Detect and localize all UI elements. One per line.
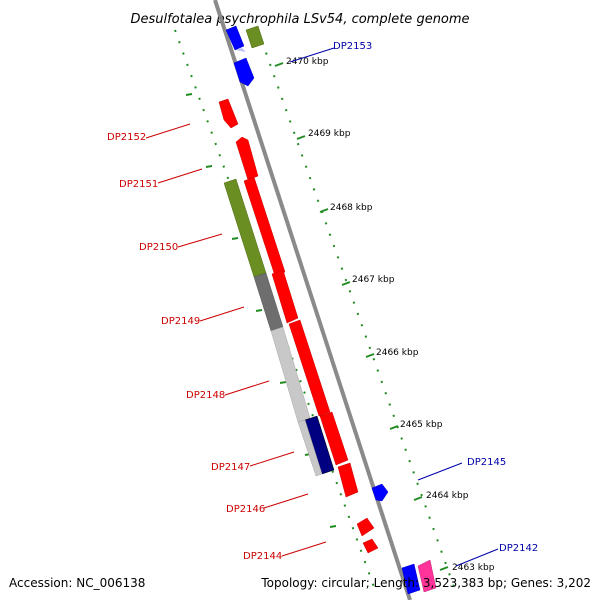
gene-block-dp2152[interactable]	[218, 98, 239, 129]
gene-label-dp2149[interactable]: DP2149	[161, 316, 200, 327]
tick-label: 2468 kbp	[330, 203, 373, 213]
tick-label: 2463 kbp	[452, 563, 495, 573]
gene-block-dp2148[interactable]	[270, 326, 311, 423]
kbp-ticks	[185, 62, 449, 571]
tick-mark	[439, 566, 449, 571]
gene-block-dp2146-b[interactable]	[337, 462, 359, 498]
gene-block-olive-top[interactable]	[245, 25, 265, 49]
leader-line-dp2149	[199, 306, 245, 322]
gene-block-dp2147-pad	[297, 419, 323, 477]
tick-label: 2465 kbp	[400, 420, 443, 430]
tick-mark	[231, 237, 239, 240]
leader-line-dp2145	[417, 462, 463, 481]
gene-block-pink[interactable]	[417, 559, 437, 593]
gene-block-red[interactable]	[243, 176, 286, 277]
tick-label: 2467 kbp	[352, 275, 395, 285]
gene-shadow	[236, 48, 246, 52]
tick-mark	[274, 62, 284, 67]
gene-label-dp2152[interactable]: DP2152	[107, 132, 146, 143]
gene-block-blue-upper[interactable]	[233, 57, 255, 87]
gene-label-dp2145[interactable]: DP2145	[467, 457, 506, 468]
gene-label-dp2147[interactable]: DP2147	[211, 462, 250, 473]
gene-label-dp2146[interactable]: DP2146	[226, 504, 265, 515]
gene-block-dp2145[interactable]	[371, 483, 389, 502]
leader-line-dp2150	[177, 233, 223, 248]
leader-line-dp2151	[157, 168, 203, 184]
gene-block-dp2144-b[interactable]	[362, 538, 379, 554]
map-title: Desulfotalea psychrophila LSv54, complet…	[130, 12, 469, 27]
leader-line-dp2147	[249, 451, 295, 467]
tick-label: 2470 kbp	[286, 57, 329, 67]
leader-lines	[145, 47, 499, 567]
tick-mark	[185, 93, 193, 96]
tick-mark	[279, 381, 287, 384]
gene-label-dp2153[interactable]: DP2153	[333, 41, 372, 52]
gene-label-dp2151[interactable]: DP2151	[119, 179, 158, 190]
tick-mark	[296, 135, 306, 140]
gene-block-red[interactable]	[271, 269, 299, 324]
leader-line-dp2142	[455, 548, 499, 567]
tick-mark	[205, 165, 213, 168]
leader-line-dp2148	[224, 380, 270, 396]
gene-block-dp2144[interactable]	[356, 517, 375, 537]
tick-label: 2466 kbp	[376, 348, 419, 358]
gene-block-dp2142[interactable]	[401, 563, 421, 595]
leader-line-dp2146	[263, 493, 309, 509]
gene-label-dp2142[interactable]: DP2142	[499, 543, 538, 554]
tick-mark	[329, 525, 337, 528]
leader-line-dp2144	[281, 541, 327, 557]
gene-label-dp2144[interactable]: DP2144	[243, 551, 282, 562]
gene-block-dp2146[interactable]	[319, 411, 349, 466]
accession-text: Accession: NC_006138	[9, 576, 145, 590]
tick-label: 2469 kbp	[308, 129, 351, 139]
tick-mark	[365, 353, 375, 358]
gene-label-dp2150[interactable]: DP2150	[139, 242, 178, 253]
tick-mark	[255, 309, 263, 312]
gene-block-dp2153[interactable]	[225, 25, 245, 51]
tick-mark	[319, 208, 329, 213]
gene-block-dp2151[interactable]	[235, 136, 259, 181]
tick-mark	[341, 281, 351, 286]
gene-label-dp2148[interactable]: DP2148	[186, 390, 225, 401]
tick-mark	[413, 496, 423, 501]
leader-line-dp2153	[289, 47, 335, 63]
tick-label: 2464 kbp	[426, 491, 469, 501]
genome-summary-text: Topology: circular; Length: 3,523,383 bp…	[260, 576, 591, 590]
gene-block-red[interactable]	[288, 319, 331, 417]
leader-line-dp2152	[145, 123, 191, 139]
tick-mark	[389, 425, 399, 430]
